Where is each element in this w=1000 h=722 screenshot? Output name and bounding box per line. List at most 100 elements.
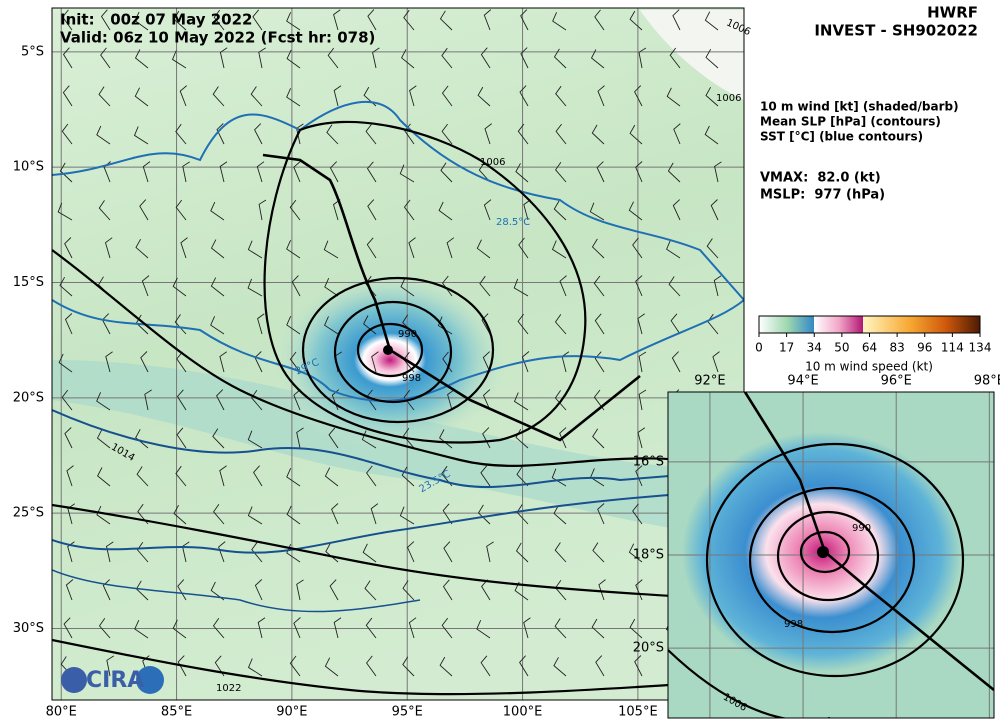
wind-barb — [406, 541, 415, 563]
model-name: HWRF — [927, 4, 978, 22]
land — [640, 10, 744, 100]
wind-barb — [553, 48, 567, 69]
wind-barb — [64, 313, 73, 335]
wind-barb — [212, 428, 225, 449]
wind-barb — [477, 504, 491, 525]
wind-barb — [106, 655, 115, 677]
storm-shading — [270, 270, 510, 450]
wind-barb — [212, 86, 225, 107]
wind-barb — [134, 87, 149, 107]
wind-barb — [216, 389, 225, 411]
wind-barb — [65, 579, 74, 601]
wind-barb — [591, 618, 605, 639]
wind-barb — [367, 9, 377, 31]
wind-barb — [103, 161, 111, 183]
wind-barb — [483, 199, 492, 221]
wind-barb — [96, 392, 111, 411]
wind-barb — [97, 467, 111, 487]
wind-barb — [296, 427, 304, 449]
wind-barb — [370, 503, 379, 525]
wind-barb — [441, 85, 453, 107]
wind-barb — [480, 47, 491, 69]
x-tick-label: 95°E — [392, 705, 423, 720]
wind-barb — [672, 9, 681, 31]
wind-barb — [523, 199, 531, 221]
inset-contour-label: 998 — [784, 619, 803, 630]
wind-barb — [59, 162, 73, 183]
wind-barb — [364, 580, 377, 601]
wind-barb — [517, 313, 529, 335]
wind-barb — [66, 465, 74, 487]
wind-barb — [182, 161, 190, 183]
wind-barb — [293, 389, 301, 411]
wind-barb — [256, 161, 265, 183]
wind-barb — [98, 200, 111, 221]
wind-barb — [210, 201, 225, 221]
wind-barb — [296, 579, 304, 601]
wind-barb — [293, 161, 301, 183]
wind-barb — [140, 351, 149, 373]
colorbar-tick-label: 114 — [941, 341, 964, 355]
wind-barb — [704, 125, 719, 145]
init-time: Init: 00z 07 May 2022 — [60, 11, 253, 29]
contour-label: 998 — [402, 373, 421, 384]
wind-barb — [289, 199, 301, 221]
wind-barb — [446, 237, 455, 259]
wind-barb — [365, 617, 377, 639]
wind-barb — [669, 47, 681, 69]
wind-barb — [134, 11, 149, 31]
colorbar-tick-label: 50 — [834, 341, 849, 355]
storm-center — [383, 345, 393, 355]
wind-barb — [671, 351, 681, 373]
wind-barb — [706, 238, 719, 259]
wind-barb — [251, 390, 263, 411]
wind-barb — [476, 239, 491, 259]
wind-barb — [593, 275, 605, 297]
wind-barb — [591, 124, 605, 145]
wind-barb — [98, 618, 111, 639]
wind-barb — [552, 12, 567, 31]
wind-barb — [519, 655, 529, 677]
wind-barb — [635, 161, 643, 183]
wind-barb — [673, 123, 681, 145]
wind-barb — [63, 617, 73, 639]
wind-barb — [401, 49, 415, 69]
wind-barb — [629, 10, 643, 31]
wind-barb — [596, 161, 605, 183]
colorbar-segment — [814, 316, 864, 333]
wind-barb — [638, 389, 647, 411]
wind-barb — [594, 313, 605, 335]
vmax: VMAX: 82.0 (kt) — [760, 171, 881, 186]
wind-barb — [254, 579, 263, 601]
wind-barb — [409, 85, 417, 107]
inset-contour-label: 990 — [852, 523, 871, 534]
wind-barb — [218, 541, 226, 563]
wind-barb — [331, 503, 339, 525]
wind-band — [52, 360, 744, 540]
wind-barb — [629, 618, 643, 639]
inset-y-tick-label: 16°S — [633, 454, 664, 469]
contour-label: 28.5°C — [496, 217, 530, 228]
wind-barb — [286, 316, 301, 335]
wind-barb — [399, 506, 415, 525]
wind-barb — [712, 351, 720, 373]
colorbar-tick-label: 34 — [807, 341, 822, 355]
wind-barb — [482, 351, 491, 373]
wind-barb — [523, 617, 531, 639]
wind-barb — [286, 240, 301, 259]
wind-barb — [96, 505, 111, 525]
wind-barb — [519, 85, 529, 107]
valid-time: Valid: 06z 10 May 2022 (Fcst hr: 078) — [60, 29, 375, 47]
x-tick-label: 105°E — [618, 705, 658, 720]
wind-barb — [104, 237, 113, 259]
wind-barb — [286, 12, 301, 31]
inset-storm-center — [817, 546, 829, 558]
colorbar-tick-label: 17 — [779, 341, 794, 355]
wind-barb — [96, 429, 111, 449]
wind-barb — [175, 123, 187, 145]
wind-barb — [554, 390, 567, 411]
wind-barb — [366, 655, 377, 677]
wind-barb — [590, 49, 605, 69]
legend-line: SST [°C] (blue contours) — [760, 130, 923, 144]
